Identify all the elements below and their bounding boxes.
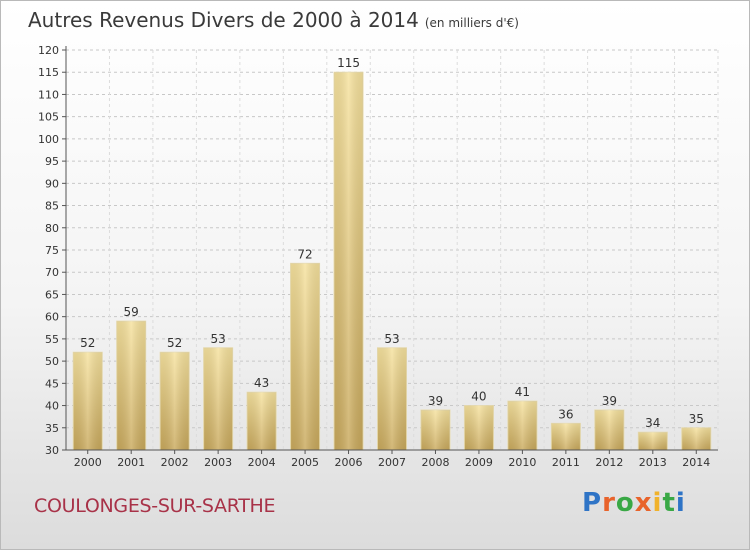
y-tick-label: 30 bbox=[45, 444, 59, 457]
x-tick-label: 2006 bbox=[335, 456, 363, 469]
city-name: COULONGES-SUR-SARTHE bbox=[34, 495, 276, 517]
bar-shade bbox=[594, 410, 624, 450]
y-tick-label: 40 bbox=[45, 400, 59, 413]
y-tick-label: 75 bbox=[45, 244, 59, 257]
bar-shade bbox=[681, 427, 711, 450]
data-label: 52 bbox=[80, 336, 95, 350]
x-tick-label: 2009 bbox=[465, 456, 493, 469]
x-tick-label: 2010 bbox=[508, 456, 536, 469]
y-tick-label: 65 bbox=[45, 288, 59, 301]
x-tick-label: 2002 bbox=[161, 456, 189, 469]
y-tick-label: 70 bbox=[45, 266, 59, 279]
bar-shade bbox=[116, 321, 146, 450]
y-tick-label: 60 bbox=[45, 311, 59, 324]
y-tick-label: 100 bbox=[38, 133, 59, 146]
y-tick-label: 95 bbox=[45, 155, 59, 168]
x-tick-label: 2001 bbox=[117, 456, 145, 469]
x-tick-label: 2005 bbox=[291, 456, 319, 469]
bar-shade bbox=[638, 432, 668, 450]
y-tick-label: 115 bbox=[38, 66, 59, 79]
y-tick-label: 55 bbox=[45, 333, 59, 346]
data-label: 59 bbox=[124, 305, 139, 319]
data-label: 35 bbox=[689, 412, 704, 426]
data-label: 53 bbox=[384, 332, 399, 346]
data-label: 72 bbox=[297, 247, 312, 261]
y-tick-label: 120 bbox=[38, 44, 59, 57]
bar-shade bbox=[551, 423, 581, 450]
bar-shade bbox=[507, 401, 537, 450]
data-label: 40 bbox=[471, 390, 486, 404]
x-axis: 2000 2001 2002 2003 2004 2005 2006 2007 2008 2009… bbox=[66, 449, 718, 469]
x-tick-label: 2008 bbox=[421, 456, 449, 469]
x-tick-label: 2003 bbox=[204, 456, 232, 469]
data-label: 36 bbox=[558, 407, 573, 421]
bar-shade bbox=[203, 347, 233, 450]
y-tick-label: 45 bbox=[45, 377, 59, 390]
bar-shade bbox=[464, 405, 494, 450]
y-tick-label: 50 bbox=[45, 355, 59, 368]
bars: 52 59 52 53 43 72 115 53 39 40 41 36 39 34 35 bbox=[72, 56, 712, 451]
bar-shade bbox=[334, 72, 364, 450]
y-tick-label: 90 bbox=[45, 177, 59, 190]
proxiti-logo: Proxiti bbox=[582, 488, 686, 518]
x-tick-label: 2004 bbox=[248, 456, 276, 469]
bar-shade bbox=[377, 347, 407, 450]
y-tick-label: 35 bbox=[45, 422, 59, 435]
chart-title-text: Autres Revenus Divers de 2000 à 2014 bbox=[28, 8, 419, 32]
y-tick-label: 85 bbox=[45, 200, 59, 213]
data-label: 34 bbox=[645, 416, 660, 430]
chart-title: Autres Revenus Divers de 2000 à 2014 (en … bbox=[28, 8, 519, 32]
data-label: 39 bbox=[602, 394, 617, 408]
x-tick-label: 2011 bbox=[552, 456, 580, 469]
data-label: 115 bbox=[337, 56, 360, 70]
x-tick-label: 2013 bbox=[639, 456, 667, 469]
y-axis: 30 35 40 45 50 55 60 65 70 75 80 85 90 95 100 105 110 115… bbox=[38, 44, 67, 457]
bar-shade bbox=[247, 392, 277, 450]
bar-shade bbox=[160, 352, 190, 450]
chart-unit: (en milliers d'€) bbox=[424, 16, 519, 30]
bar-shade bbox=[420, 410, 450, 450]
data-label: 39 bbox=[428, 394, 443, 408]
data-label: 52 bbox=[167, 336, 182, 350]
x-tick-label: 2000 bbox=[74, 456, 102, 469]
bar-shade bbox=[73, 352, 103, 450]
data-label: 43 bbox=[254, 376, 269, 390]
x-tick-label: 2012 bbox=[595, 456, 623, 469]
x-tick-label: 2007 bbox=[378, 456, 406, 469]
x-tick-label: 2014 bbox=[682, 456, 710, 469]
y-tick-label: 105 bbox=[38, 111, 59, 124]
data-label: 53 bbox=[210, 332, 225, 346]
y-tick-label: 80 bbox=[45, 222, 59, 235]
y-tick-label: 110 bbox=[38, 88, 59, 101]
data-label: 41 bbox=[515, 385, 530, 399]
bar-shade bbox=[290, 263, 320, 450]
